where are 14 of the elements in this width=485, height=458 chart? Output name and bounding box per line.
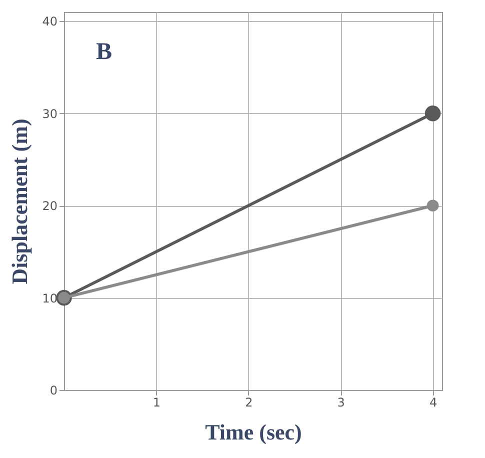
point [426,200,439,212]
point [424,106,441,122]
y-tick-label: 20 [42,199,58,214]
x-axis-title: Time (sec) [205,420,302,444]
y-tick-label: 10 [42,291,58,306]
x-tick-label: 1 [152,396,161,410]
x-tick-label: 3 [337,396,345,410]
y-tick-label: 0 [50,384,58,398]
x-tick-label: 4 [429,396,438,410]
y-tick-label: 40 [42,14,58,29]
annotation: B [96,39,112,65]
y-tick-label: 30 [42,106,58,121]
x-tick-label: 2 [245,396,253,410]
y-axis-title: Displacement (m) [7,118,32,284]
